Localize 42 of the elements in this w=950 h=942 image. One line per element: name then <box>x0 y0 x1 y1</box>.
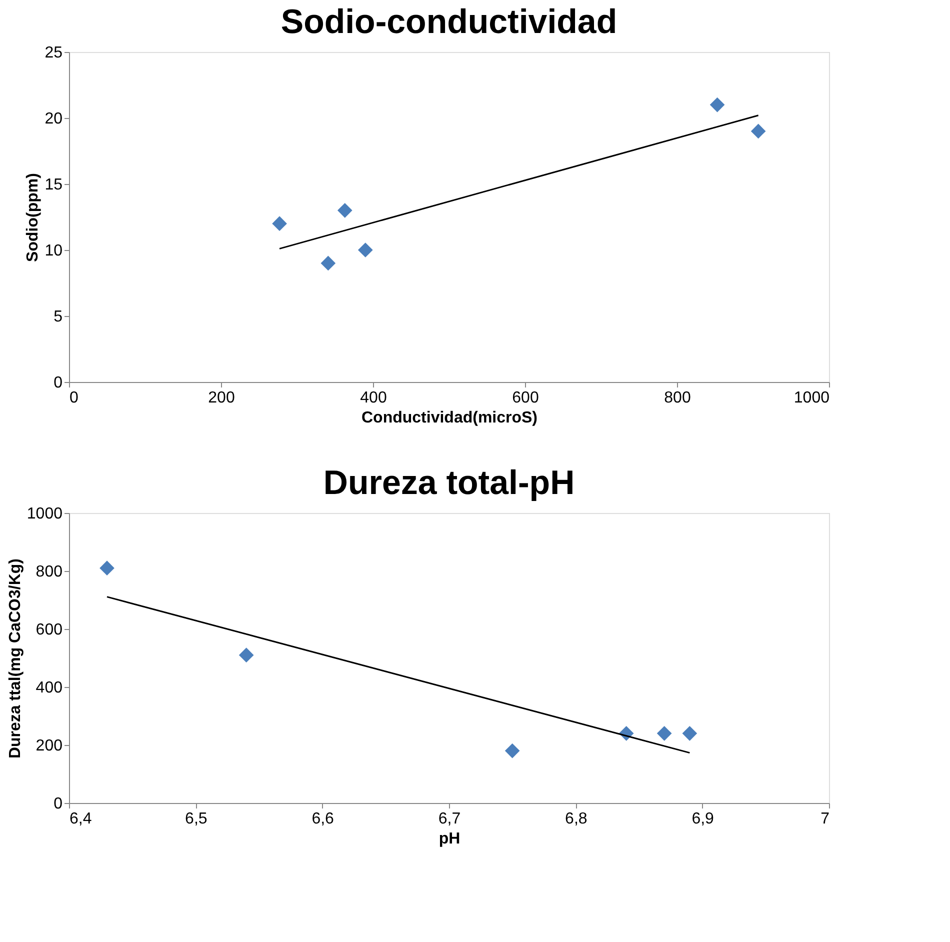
point <box>272 216 287 232</box>
y-axis-title: Sodio(ppm) <box>24 173 42 262</box>
x-tick-label: 800 <box>664 390 691 406</box>
x-tick-label: 0 <box>70 390 78 406</box>
x-tick-label: 6,4 <box>70 810 92 828</box>
x-tick-label: 7 <box>820 810 830 828</box>
y-tick-label: 0 <box>54 796 63 812</box>
y-tick-label: 20 <box>44 110 63 128</box>
x-tick-label: 6,6 <box>312 810 334 828</box>
x-tick-label: 400 <box>360 390 387 406</box>
x-axis-title: Conductividad(microS) <box>361 410 538 426</box>
x-tick-label: 200 <box>208 390 235 406</box>
point <box>504 743 520 758</box>
point <box>238 648 254 663</box>
y-tick-label: 400 <box>36 680 63 696</box>
y-tick-label: 200 <box>36 738 63 754</box>
y-tick-label: 600 <box>36 622 63 638</box>
point <box>710 97 725 112</box>
point <box>682 726 698 741</box>
chart-title: Dureza total-pH <box>323 464 575 502</box>
point <box>358 242 373 258</box>
y-tick-label: 25 <box>44 44 63 62</box>
y-axis-title: Dureza ttal(mg CaCO3/Kg) <box>6 558 24 759</box>
y-tick-label: 1000 <box>26 506 63 522</box>
x-tick-label: 6,7 <box>438 810 461 828</box>
point <box>320 256 336 271</box>
x-tick-label: 6,8 <box>565 810 588 828</box>
point <box>750 124 766 139</box>
point <box>656 726 672 741</box>
y-tick-label: 5 <box>54 308 63 326</box>
x-tick-label: 600 <box>512 390 539 406</box>
point <box>337 202 352 218</box>
x-tick-label: 6,5 <box>185 810 208 828</box>
y-tick-label: 800 <box>36 564 63 580</box>
point <box>100 560 114 576</box>
x-axis-title: pH <box>438 830 460 848</box>
y-tick-label: 0 <box>54 374 63 392</box>
x-tick-label: 6,9 <box>692 810 714 828</box>
chart-title: Sodio-conductividad <box>280 3 618 41</box>
y-tick-label: 15 <box>44 176 63 194</box>
y-tick-label: 10 <box>44 242 63 260</box>
x-tick-label: 1000 <box>794 390 830 406</box>
